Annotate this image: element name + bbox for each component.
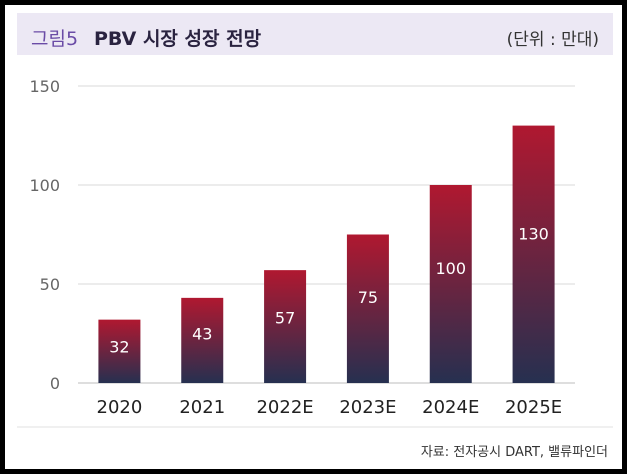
y-tick-label: 150: [29, 77, 60, 96]
x-tick-label: 2020: [97, 397, 143, 418]
x-tick-label: 2022E: [256, 397, 313, 418]
unit-label: (단위 : 만대): [506, 30, 599, 50]
y-tick-label: 50: [40, 275, 60, 294]
figure-label: 그림5: [31, 28, 79, 50]
bar-value-label: 100: [435, 259, 466, 278]
y-axis-ticks: 0 50 100 150: [29, 77, 60, 393]
figure-frame: 그림5 PBV 시장 성장 전망 (단위 : 만대) 0 50 100 150 32 4…: [5, 5, 622, 469]
bar: [346, 234, 389, 383]
source-note: 자료: 전자공시 DART, 밸류파인더: [420, 445, 608, 460]
bar-value-label: 75: [358, 288, 378, 307]
chart-title: PBV 시장 성장 전망: [94, 28, 262, 50]
y-tick-label: 100: [29, 176, 60, 195]
bar: [98, 319, 141, 383]
bars: [98, 125, 555, 383]
grid-lines: [78, 85, 575, 384]
bar-value-label: 43: [192, 325, 212, 344]
x-axis-ticks: 2020 2021 2022E 2023E 2024E 2025E: [97, 397, 563, 418]
bar: [181, 297, 224, 383]
data-labels: 32 43 57 75 100 130: [109, 225, 549, 357]
bar-value-label: 57: [275, 309, 295, 328]
bar: [512, 125, 555, 383]
bar: [264, 270, 307, 383]
x-tick-label: 2021: [179, 397, 225, 418]
bar: [429, 185, 472, 383]
x-tick-label: 2024E: [422, 397, 479, 418]
bar-value-label: 130: [518, 225, 549, 244]
x-tick-label: 2025E: [505, 397, 562, 418]
x-tick-label: 2023E: [339, 397, 396, 418]
y-tick-label: 0: [50, 374, 60, 393]
bar-value-label: 32: [109, 337, 129, 356]
title-band: 그림5 PBV 시장 성장 전망 (단위 : 만대): [17, 13, 613, 55]
